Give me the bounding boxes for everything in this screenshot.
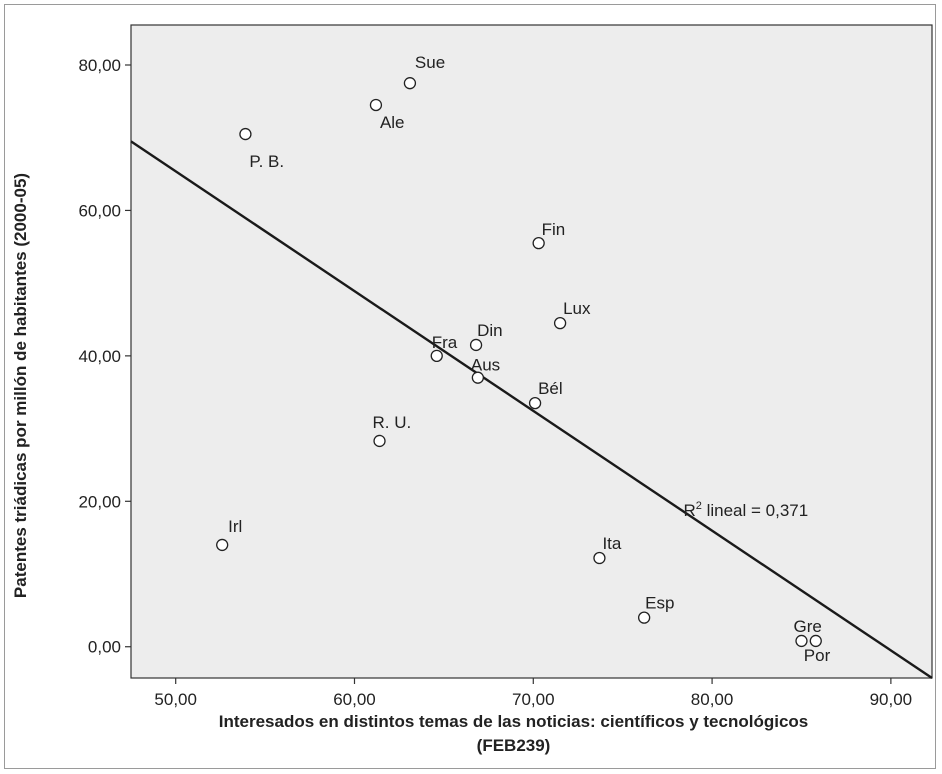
point-label: Ale	[380, 113, 405, 132]
x-tick-label: 60,00	[333, 690, 376, 709]
x-tick-label: 50,00	[154, 690, 197, 709]
x-axis-title: Interesados en distintos temas de las no…	[219, 712, 809, 731]
point-label: R. U.	[373, 413, 412, 432]
data-point	[594, 553, 605, 564]
x-tick-label: 90,00	[870, 690, 913, 709]
point-label: Bél	[538, 379, 563, 398]
data-point	[217, 539, 228, 550]
y-tick-label: 60,00	[78, 201, 121, 220]
x-tick-label: 80,00	[691, 690, 734, 709]
r2-rest: lineal = 0,371	[702, 501, 808, 520]
data-point	[555, 318, 566, 329]
point-label: Irl	[228, 517, 242, 536]
r2-main: R	[683, 501, 695, 520]
point-label: Din	[477, 321, 503, 340]
point-label: Sue	[415, 53, 445, 72]
y-tick-label: 0,00	[88, 638, 121, 657]
y-tick-label: 80,00	[78, 56, 121, 75]
point-label: Fin	[542, 220, 566, 239]
x-axis-title-line2: (FEB239)	[477, 736, 551, 755]
y-tick-label: 20,00	[78, 492, 121, 511]
data-point	[533, 238, 544, 249]
data-point	[639, 612, 650, 623]
data-point	[810, 635, 821, 646]
data-point	[370, 99, 381, 110]
y-axis-title: Patentes triádicas por millón de habitan…	[11, 173, 30, 598]
data-point	[530, 398, 541, 409]
point-label: Lux	[563, 299, 591, 318]
r2-annotation: R2 lineal = 0,371	[683, 500, 808, 520]
data-point	[404, 78, 415, 89]
point-label: Aus	[471, 356, 500, 375]
point-label: Esp	[645, 594, 674, 613]
data-point	[471, 339, 482, 350]
plot-area	[131, 25, 932, 678]
data-point	[431, 350, 442, 361]
data-point	[796, 635, 807, 646]
point-label: Fra	[432, 333, 458, 352]
data-point	[240, 129, 251, 140]
data-point	[374, 435, 385, 446]
point-label: P. B.	[249, 152, 284, 171]
point-label: Por	[804, 646, 831, 665]
y-tick-label: 40,00	[78, 347, 121, 366]
x-tick-label: 70,00	[512, 690, 555, 709]
point-label: Ita	[602, 534, 621, 553]
point-label: Gre	[793, 617, 821, 636]
